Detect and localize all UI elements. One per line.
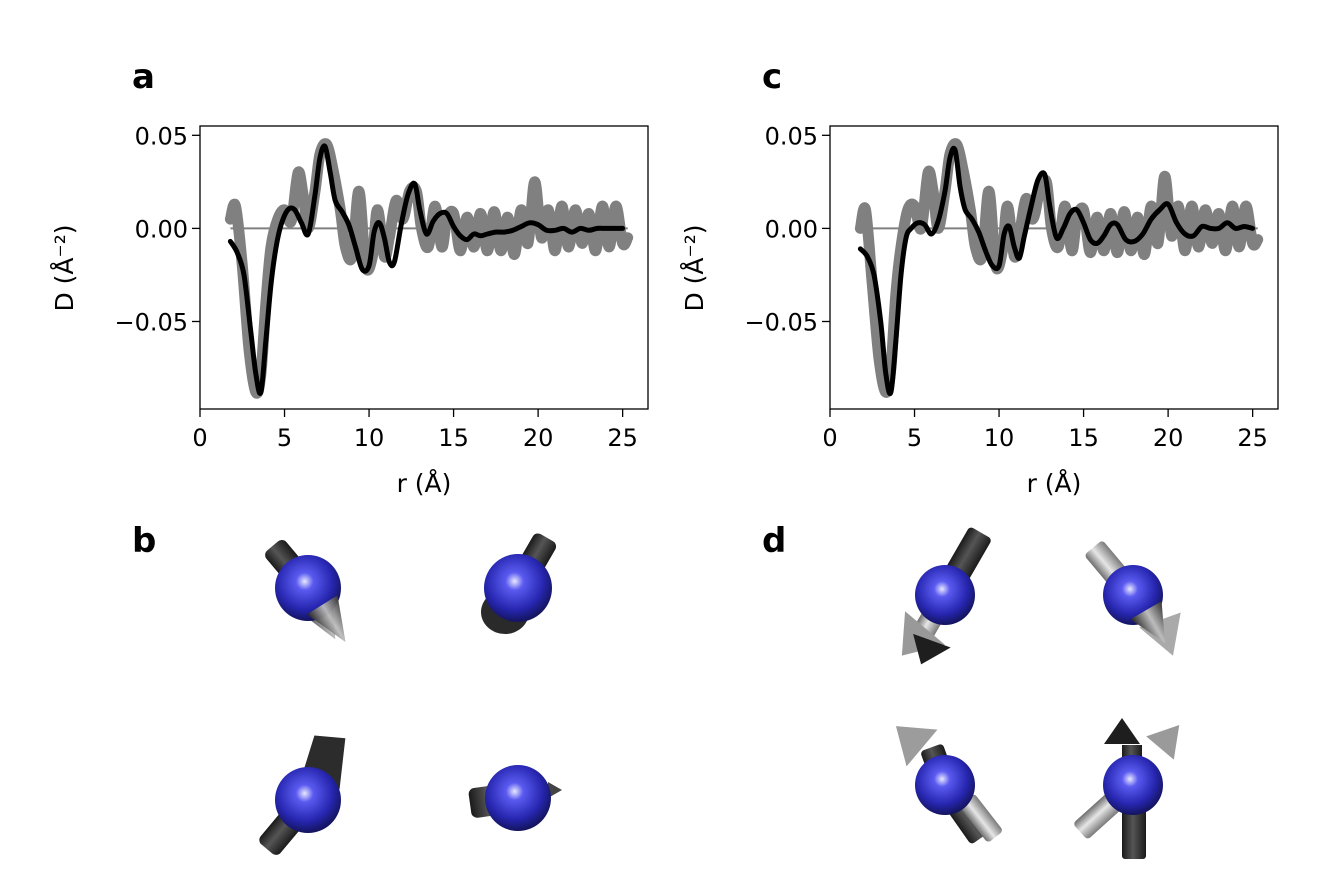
chart-c-x-tick-label: 0 [822,424,837,452]
spin-b1 [265,539,346,643]
chart-a-y-axis-label: D (Å⁻²) [50,224,79,311]
panel-label-c: c [762,57,782,97]
chart-c-y-tick-label: 0.00 [765,215,818,243]
panel-label-d: d [762,521,786,561]
chart-a-x-tick-label: 10 [354,424,385,452]
chart-c-y-axis-label: D (Å⁻²) [680,224,709,311]
chart-c-series-thick-line [854,138,1264,398]
chart-c-frame [829,125,1279,410]
spin-b4 [468,765,562,831]
chart-a-x-axis-label: r (Å) [397,469,452,498]
panel-label-b: b [132,521,156,561]
spin-d2 [1085,541,1181,656]
panel-d-spins [895,527,1181,859]
chart-a: 0 5 10 15 20 25 0.05 0.00 −0.05 r (Å) D (Å⁻²) [50,122,649,498]
chart-c-y-tick-label: −0.05 [744,308,818,336]
spin-d1 [901,527,991,665]
panel-b-spins [259,533,562,855]
chart-c-y-tick-label: 0.05 [765,122,818,150]
chart-c-series [854,138,1264,398]
chart-c-x-axis-label: r (Å) [1027,469,1082,498]
chart-c-x-tick-label: 15 [1068,424,1099,452]
chart-a-x-tick-label: 25 [607,424,638,452]
chart-a-y-tick-label: 0.00 [135,215,188,243]
chart-a-x-tick-label: 0 [192,424,207,452]
chart-a-x-tick-label: 5 [277,424,292,452]
chart-a-y-tick-label: −0.05 [114,308,188,336]
chart-a-y-tick-label: 0.05 [135,122,188,150]
chart-c-y-ticks: 0.05 0.00 −0.05 [744,122,830,336]
chart-a-x-ticks: 0 5 10 15 20 25 [192,409,638,452]
chart-c-x-tick-label: 5 [907,424,922,452]
chart-a-series [224,138,634,399]
spin-d3 [895,726,1002,844]
panel-label-a: a [132,57,155,97]
spin-d4 [1074,718,1180,859]
chart-c-x-tick-label: 20 [1153,424,1184,452]
chart-a-x-tick-label: 15 [438,424,469,452]
chart-a-series-thick-line [224,138,634,399]
chart-c: 0 5 10 15 20 25 0.05 0.00 −0.05 r (Å) D (Å⁻²) [680,122,1279,498]
chart-c-series-thin-line [857,145,1256,396]
spin-b3 [259,735,346,855]
chart-a-frame [199,125,649,410]
chart-c-x-tick-label: 25 [1237,424,1268,452]
chart-a-x-tick-label: 20 [523,424,554,452]
chart-a-y-ticks: 0.05 0.00 −0.05 [114,122,200,336]
chart-a-series-thin-line [227,143,626,396]
chart-c-x-ticks: 0 5 10 15 20 25 [822,409,1268,452]
chart-c-x-tick-label: 10 [984,424,1015,452]
spin-b2 [481,533,557,634]
